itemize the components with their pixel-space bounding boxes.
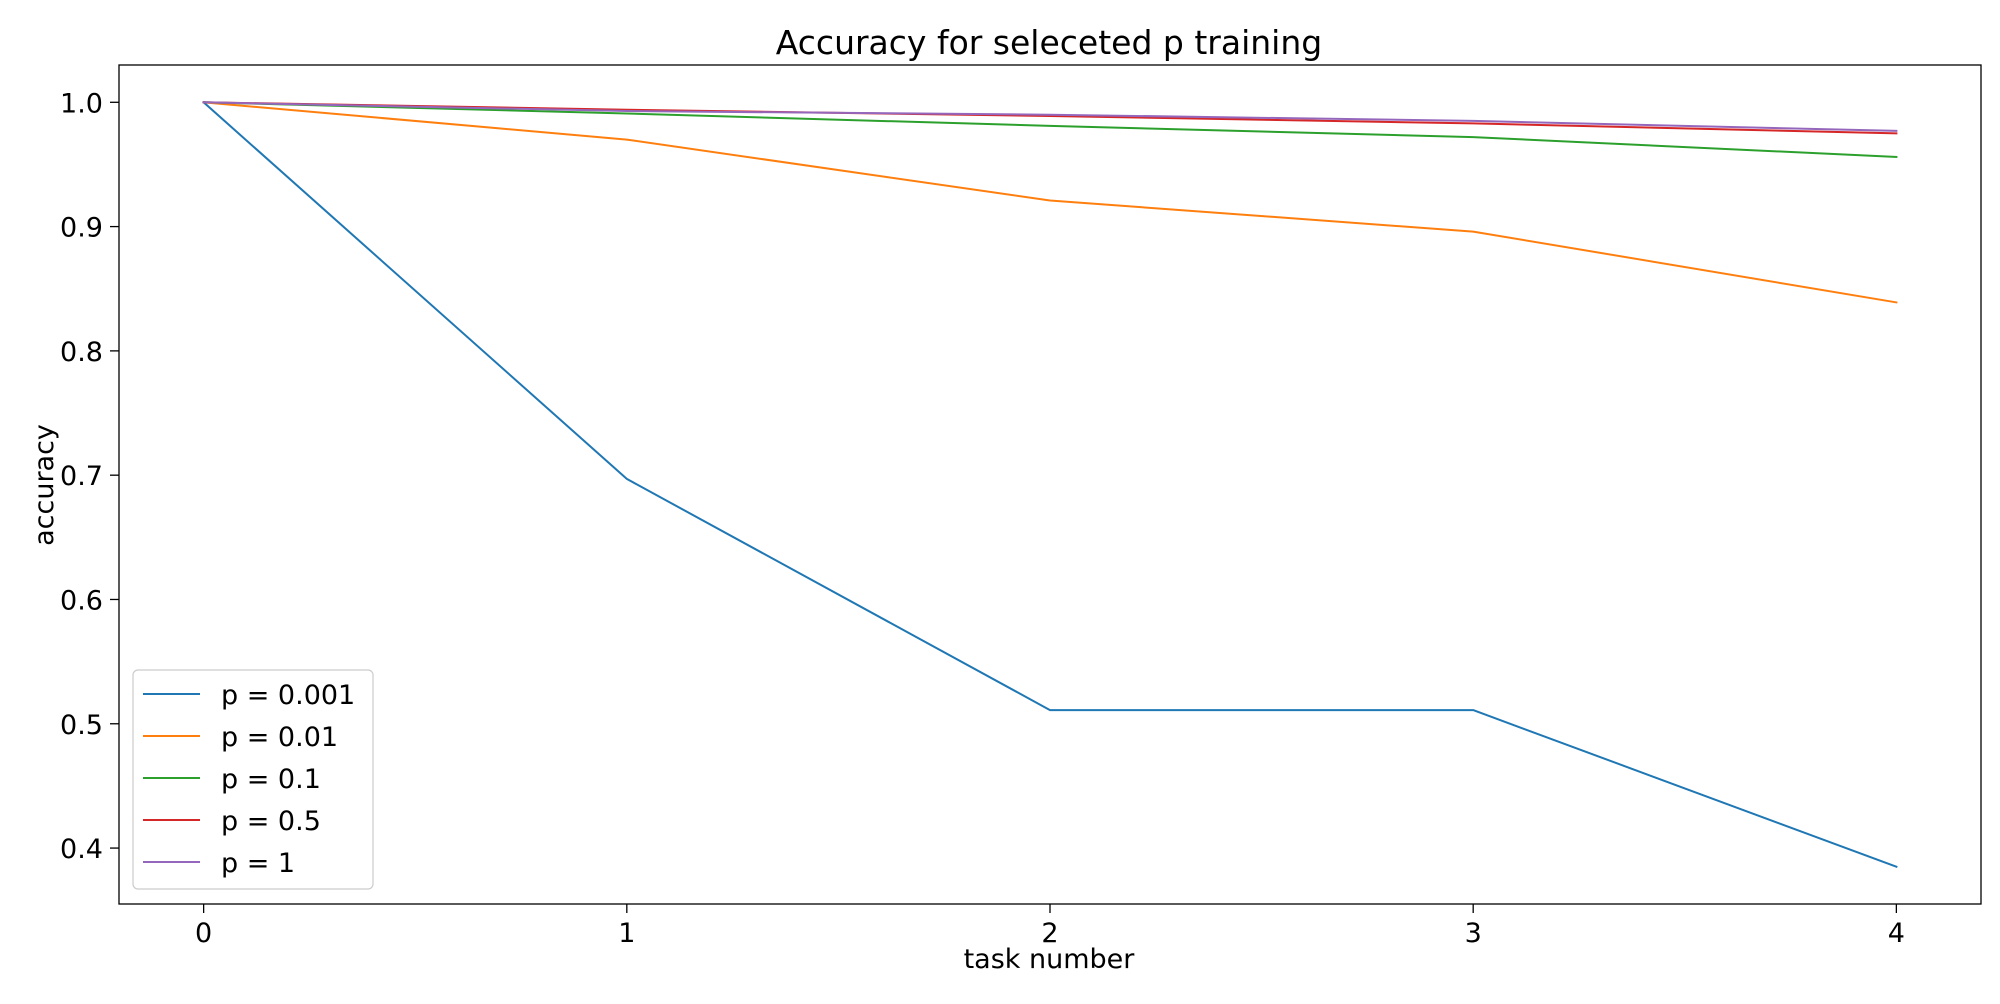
series-line-3: [202, 101, 1898, 159]
legend-label: p = 0.5: [221, 806, 321, 837]
legend-label: p = 1: [221, 848, 295, 879]
series-line-1: [202, 100, 1898, 868]
y-axis-label: accuracy: [29, 424, 60, 546]
y-tick-label: 0.6: [60, 585, 103, 616]
legend-box: [132, 669, 374, 890]
x-tick-label: 3: [1465, 918, 1482, 949]
y-tick-label: 1.0: [60, 88, 103, 119]
series-line-5: [202, 101, 1898, 132]
x-axis-label: task number: [964, 944, 1136, 975]
legend: p = 0.001 p = 0.01 p = 0.1 p = 0.5 p = 1: [132, 669, 374, 890]
legend-label: p = 0.1: [221, 764, 321, 795]
plot-frame: [118, 64, 1982, 905]
series-layer: [202, 100, 1898, 868]
x-tick-label: 4: [1888, 918, 1905, 949]
x-tick-label: 0: [195, 918, 212, 949]
legend-items: p = 0.001 p = 0.01 p = 0.1 p = 0.5 p = 1: [143, 680, 355, 879]
legend-label: p = 0.01: [221, 722, 338, 753]
y-tick-label: 0.5: [60, 710, 103, 741]
x-tick-label: 1: [618, 918, 635, 949]
chart-title: Accuracy for seleceted p training: [776, 23, 1322, 62]
y-tick-label: 0.4: [60, 834, 103, 865]
legend-label: p = 0.001: [221, 680, 355, 711]
x-tick-label: 2: [1041, 918, 1058, 949]
y-tick-label: 0.7: [60, 461, 103, 492]
ticks-layer: 0 1 2 3 4 0.4 0.5 0.6 0.7 0.8 0.9 1.0: [60, 88, 1905, 949]
series-line-2: [202, 101, 1898, 304]
y-tick-label: 0.8: [60, 337, 103, 368]
y-tick-label: 0.9: [60, 213, 103, 244]
